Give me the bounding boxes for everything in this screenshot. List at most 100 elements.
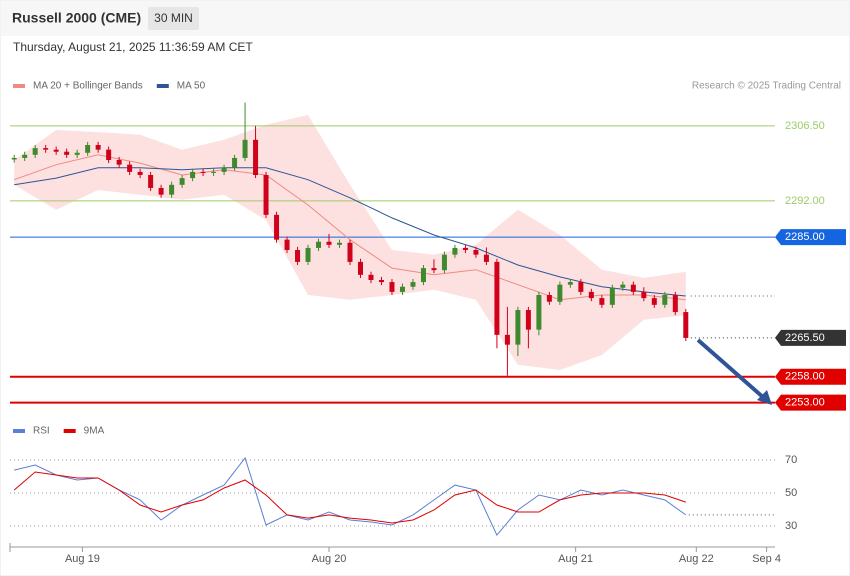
interval-badge (148, 7, 199, 30)
candle-body (588, 291, 594, 299)
candle-body (609, 287, 615, 305)
level-box (775, 229, 846, 246)
candle-body (651, 298, 657, 305)
candle-body (483, 254, 489, 262)
legend-swatch (156, 84, 169, 88)
candle-body (305, 247, 311, 262)
candle-body (232, 157, 238, 168)
title: Russell 2000 (CME) (12, 10, 141, 26)
candle-body (630, 284, 636, 292)
x-tick-label: Sep 4 (752, 553, 781, 565)
candle-body (284, 239, 290, 250)
candle-body (158, 187, 164, 195)
candle-body (95, 145, 101, 150)
candle-body (420, 268, 426, 283)
candle-body (53, 149, 59, 152)
candle-body (190, 171, 196, 179)
candle-body (378, 280, 384, 283)
level-box (775, 329, 846, 346)
level-box (775, 368, 846, 385)
candle-body (179, 178, 185, 185)
level-label: 2265.50 (785, 332, 825, 344)
header-bar (1, 1, 849, 36)
candle-body (274, 214, 280, 240)
candle-body (525, 310, 531, 330)
legend-label: MA 20 + Bollinger Bands (33, 81, 143, 92)
y-tick-label: 70 (785, 454, 797, 466)
arrow-head (757, 390, 772, 405)
ma-line (14, 167, 686, 297)
candle-body (221, 167, 227, 172)
indicator-line (14, 456, 687, 537)
level-label: 2258.00 (785, 371, 825, 383)
candle-body (106, 149, 112, 160)
candle-body (127, 164, 133, 172)
candle-body (473, 250, 479, 255)
level-label: 2253.00 (785, 396, 825, 408)
candle-body (368, 274, 374, 280)
candle-body (295, 250, 301, 262)
candle-body (441, 254, 447, 271)
legend-label: 9MA (84, 426, 105, 437)
candle-body (43, 148, 49, 150)
candle-body (399, 286, 405, 292)
legend-swatch (13, 84, 25, 88)
candle-body (85, 145, 91, 153)
interval: 30 MIN (154, 11, 193, 25)
candle-body (620, 284, 626, 288)
candle-body (536, 295, 542, 330)
candle-body (567, 282, 573, 285)
level-label: 2306.50 (785, 120, 825, 132)
candle-body (389, 282, 395, 292)
candle-body (64, 151, 70, 155)
candle-body (431, 268, 437, 271)
level-label: 2292.00 (785, 195, 825, 207)
candle-body (452, 247, 458, 255)
candle-body (32, 148, 38, 155)
candle-body (263, 175, 269, 215)
candle-body (326, 241, 332, 245)
candle-body (253, 139, 259, 175)
candle-body (546, 295, 552, 302)
credit: Research © 2025 Trading Central (692, 81, 841, 92)
candle-body (641, 291, 647, 299)
candle-body (410, 282, 416, 287)
x-tick-label: Aug 21 (558, 553, 593, 565)
forecast-arrow (696, 338, 766, 400)
legend-swatch (13, 429, 25, 433)
candle-body (515, 310, 521, 345)
candle-body (211, 171, 217, 173)
candle-body (683, 312, 689, 338)
x-tick-label: Aug 19 (65, 553, 100, 565)
candle-body (116, 160, 122, 165)
timestamp: Thursday, August 21, 2025 11:36:59 AM CE… (13, 40, 253, 54)
candle-body (137, 171, 143, 175)
level-box (775, 394, 846, 411)
candle-body (74, 152, 80, 155)
plot: 2306.50 2292.00 2285.00 2265.50 2258.00 2253.… (9, 81, 846, 565)
level-label: 2285.00 (785, 231, 825, 243)
candle-body (578, 282, 584, 292)
candle-body (148, 175, 154, 188)
candle-body (462, 247, 468, 250)
legend-label: RSI (33, 426, 50, 437)
candle-body (347, 242, 353, 262)
candle-body (357, 261, 363, 275)
candle-body (662, 295, 668, 305)
candle-body (337, 242, 343, 245)
candle-body (557, 284, 563, 302)
x-tick-label: Aug 20 (312, 553, 347, 565)
candle-body (316, 241, 322, 248)
indicator-line (13, 471, 686, 524)
candle-body (22, 154, 28, 158)
candle-body (169, 184, 175, 195)
x-tick-label: Aug 22 (679, 553, 714, 565)
candle-body (11, 157, 17, 160)
candle-body (242, 139, 248, 158)
legend-swatch (63, 429, 76, 433)
y-tick-label: 30 (785, 520, 797, 532)
candle-body (504, 334, 510, 345)
candle-body (494, 261, 500, 335)
candle-body (599, 298, 605, 305)
